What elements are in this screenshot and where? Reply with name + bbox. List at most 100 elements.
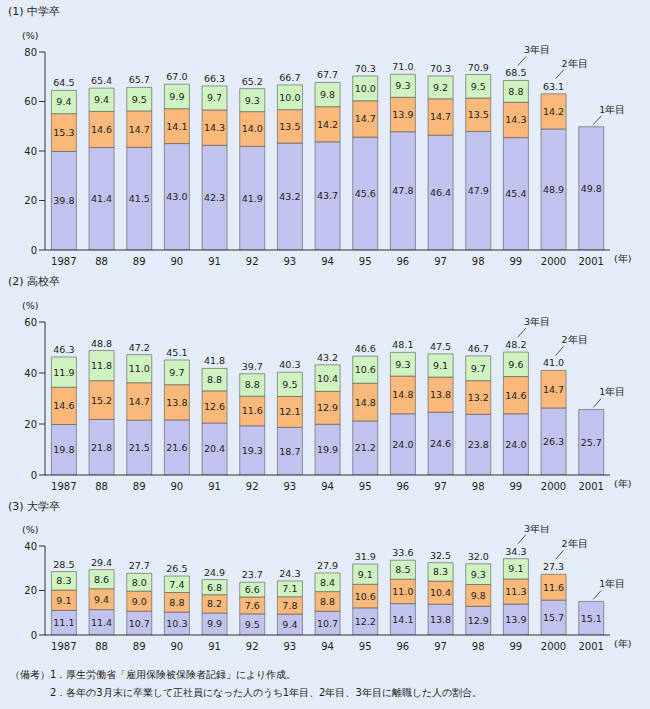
svg-text:49.8: 49.8: [581, 183, 602, 194]
svg-text:90: 90: [170, 641, 183, 652]
svg-text:97: 97: [434, 256, 447, 267]
svg-text:14.3: 14.3: [505, 114, 526, 125]
svg-text:95: 95: [359, 481, 372, 492]
svg-text:43.7: 43.7: [317, 190, 338, 201]
svg-text:15.3: 15.3: [53, 127, 74, 138]
svg-text:64.5: 64.5: [53, 77, 74, 88]
svg-text:14.1: 14.1: [166, 121, 187, 132]
svg-text:13.5: 13.5: [279, 121, 300, 132]
svg-text:96: 96: [396, 641, 409, 652]
svg-text:96: 96: [396, 256, 409, 267]
svg-text:14.7: 14.7: [355, 113, 376, 124]
svg-text:31.9: 31.9: [355, 551, 376, 562]
svg-text:13.9: 13.9: [505, 614, 526, 625]
svg-text:14.0: 14.0: [242, 123, 263, 134]
svg-text:39.7: 39.7: [242, 361, 263, 372]
svg-text:70.3: 70.3: [355, 63, 376, 74]
svg-text:9.9: 9.9: [169, 91, 184, 102]
svg-text:8.3: 8.3: [433, 566, 448, 577]
svg-text:24.6: 24.6: [430, 438, 451, 449]
svg-text:41.9: 41.9: [242, 193, 263, 204]
svg-text:48.9: 48.9: [543, 184, 564, 195]
svg-text:21.5: 21.5: [129, 442, 150, 453]
svg-text:88: 88: [95, 481, 108, 492]
svg-text:9.5: 9.5: [245, 619, 260, 630]
svg-text:98: 98: [472, 256, 485, 267]
svg-text:47.9: 47.9: [468, 185, 489, 196]
svg-text:13.8: 13.8: [166, 397, 187, 408]
svg-text:19.9: 19.9: [317, 444, 338, 455]
svg-text:26.5: 26.5: [166, 563, 187, 574]
svg-text:14.2: 14.2: [317, 119, 338, 130]
svg-text:8.0: 8.0: [132, 577, 147, 588]
svg-text:21.6: 21.6: [166, 442, 187, 453]
svg-text:13.8: 13.8: [430, 614, 451, 625]
svg-text:89: 89: [133, 481, 146, 492]
svg-text:9.1: 9.1: [56, 595, 71, 606]
svg-text:26.3: 26.3: [543, 436, 564, 447]
svg-text:65.7: 65.7: [129, 74, 150, 85]
svg-text:10.7: 10.7: [129, 618, 150, 629]
svg-text:14.2: 14.2: [543, 106, 564, 117]
svg-text:9.2: 9.2: [433, 82, 448, 93]
svg-text:27.9: 27.9: [317, 560, 338, 571]
svg-text:32.5: 32.5: [430, 550, 451, 561]
svg-text:12.9: 12.9: [317, 402, 338, 413]
svg-text:92: 92: [246, 256, 259, 267]
svg-text:14.6: 14.6: [91, 124, 112, 135]
svg-text:10.0: 10.0: [279, 92, 300, 103]
svg-text:10.4: 10.4: [430, 587, 451, 598]
svg-text:42.3: 42.3: [204, 192, 225, 203]
svg-text:20: 20: [24, 419, 37, 430]
svg-text:8.8: 8.8: [320, 596, 335, 607]
svg-text:13.8: 13.8: [430, 389, 451, 400]
svg-text:8.6: 8.6: [94, 574, 109, 585]
svg-text:9.0: 9.0: [132, 596, 147, 607]
svg-text:98: 98: [472, 481, 485, 492]
svg-text:91: 91: [208, 641, 221, 652]
svg-text:88: 88: [95, 256, 108, 267]
svg-text:6.6: 6.6: [245, 584, 260, 595]
svg-text:9.8: 9.8: [320, 89, 335, 100]
svg-text:12.6: 12.6: [204, 401, 225, 412]
svg-text:24.3: 24.3: [279, 568, 300, 579]
svg-text:20: 20: [24, 585, 37, 596]
svg-text:47.2: 47.2: [129, 342, 150, 353]
svg-text:7.4: 7.4: [169, 579, 184, 590]
svg-text:13.9: 13.9: [392, 109, 413, 120]
svg-text:89: 89: [133, 641, 146, 652]
svg-text:48.2: 48.2: [505, 339, 526, 350]
svg-text:8.8: 8.8: [508, 86, 523, 97]
svg-text:92: 92: [246, 641, 259, 652]
svg-text:70.9: 70.9: [468, 62, 489, 73]
svg-text:12.2: 12.2: [355, 616, 376, 627]
svg-text:40: 40: [24, 368, 37, 379]
svg-text:11.0: 11.0: [129, 363, 150, 374]
svg-text:2年目: 2年目: [562, 334, 588, 345]
svg-text:93: 93: [283, 641, 296, 652]
svg-text:21.2: 21.2: [355, 442, 376, 453]
svg-text:24.0: 24.0: [392, 439, 413, 450]
svg-text:9.3: 9.3: [395, 80, 410, 91]
svg-text:0: 0: [31, 245, 37, 256]
svg-text:7.1: 7.1: [282, 583, 297, 594]
svg-text:2001: 2001: [578, 481, 603, 492]
svg-text:11.6: 11.6: [543, 582, 564, 593]
svg-text:94: 94: [321, 481, 334, 492]
svg-text:14.1: 14.1: [392, 614, 413, 625]
svg-text:67.0: 67.0: [166, 71, 187, 82]
svg-text:8.8: 8.8: [207, 374, 222, 385]
svg-text:9.7: 9.7: [207, 92, 222, 103]
svg-text:14.7: 14.7: [543, 384, 564, 395]
svg-text:11.3: 11.3: [505, 586, 526, 597]
svg-text:6.8: 6.8: [207, 582, 222, 593]
svg-text:9.5: 9.5: [132, 94, 147, 105]
svg-text:0: 0: [31, 470, 37, 481]
svg-text:41.0: 41.0: [543, 357, 564, 368]
svg-text:9.4: 9.4: [94, 594, 109, 605]
svg-text:9.7: 9.7: [169, 367, 184, 378]
svg-text:3年目: 3年目: [524, 316, 550, 327]
svg-text:19.8: 19.8: [53, 444, 74, 455]
svg-text:9.7: 9.7: [471, 363, 486, 374]
svg-text:92: 92: [246, 481, 259, 492]
